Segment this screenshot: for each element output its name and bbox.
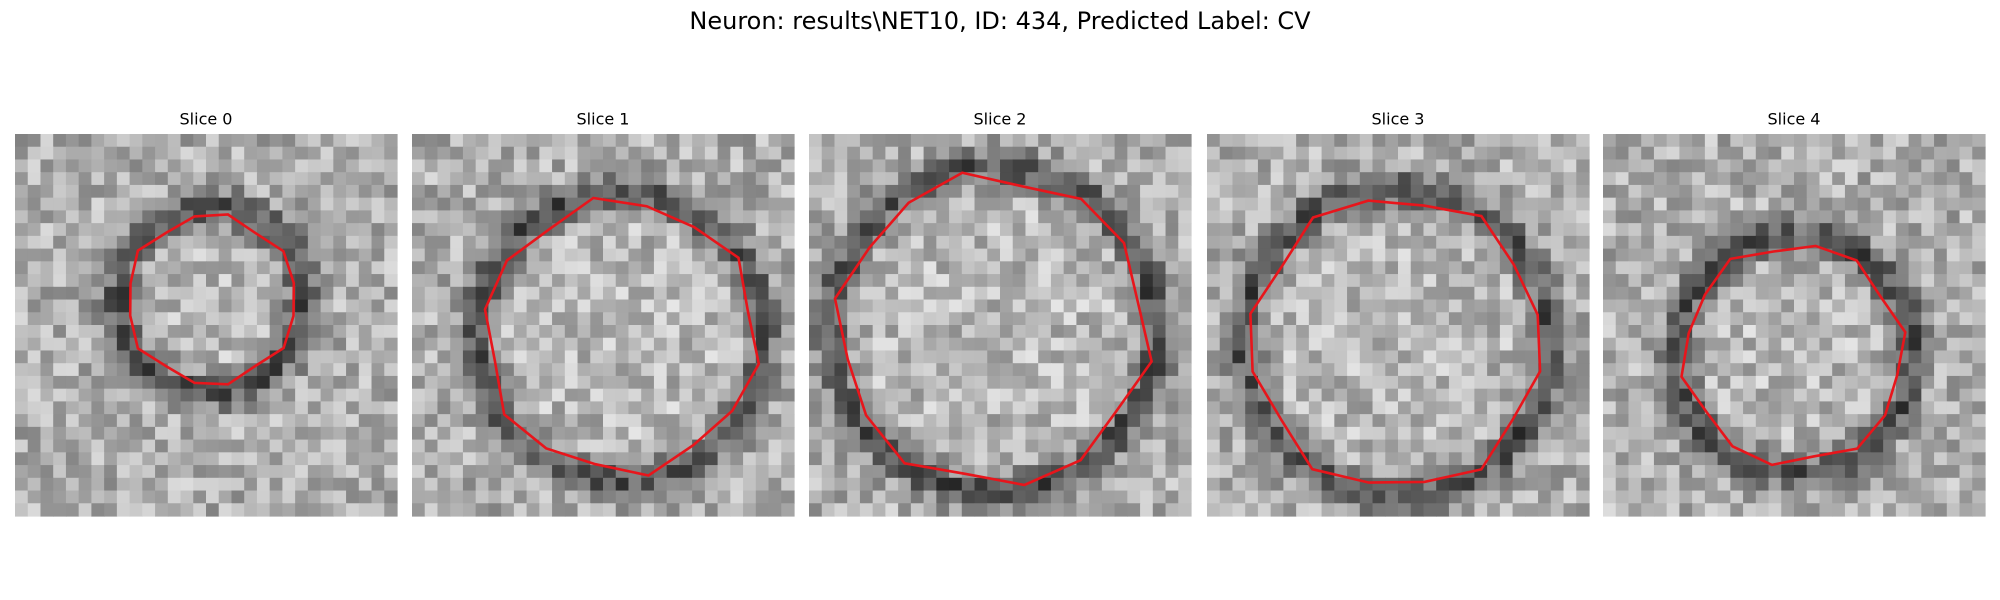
panel-title: Slice 4 xyxy=(1768,110,1821,129)
figure-title: Neuron: results\NET10, ID: 434, Predicte… xyxy=(689,7,1311,35)
panel: Slice 0 xyxy=(15,110,398,517)
panel-title: Slice 0 xyxy=(180,110,233,129)
slice-image xyxy=(1207,134,1590,517)
panel: Slice 4 xyxy=(1603,110,1986,517)
panel-title: Slice 1 xyxy=(577,110,630,129)
contour xyxy=(128,213,296,386)
contour xyxy=(1249,199,1542,484)
panel: Slice 1 xyxy=(412,110,795,517)
slice-image xyxy=(1603,134,1986,517)
slice-image xyxy=(809,134,1192,517)
contour xyxy=(483,196,761,477)
panel: Slice 2 xyxy=(809,110,1192,517)
contour xyxy=(833,171,1153,487)
panel: Slice 3 xyxy=(1207,110,1590,517)
slice-image xyxy=(15,134,398,517)
slice-image xyxy=(412,134,795,517)
panel-title: Slice 2 xyxy=(974,110,1027,129)
contour xyxy=(1680,244,1907,467)
panel-title: Slice 3 xyxy=(1372,110,1425,129)
